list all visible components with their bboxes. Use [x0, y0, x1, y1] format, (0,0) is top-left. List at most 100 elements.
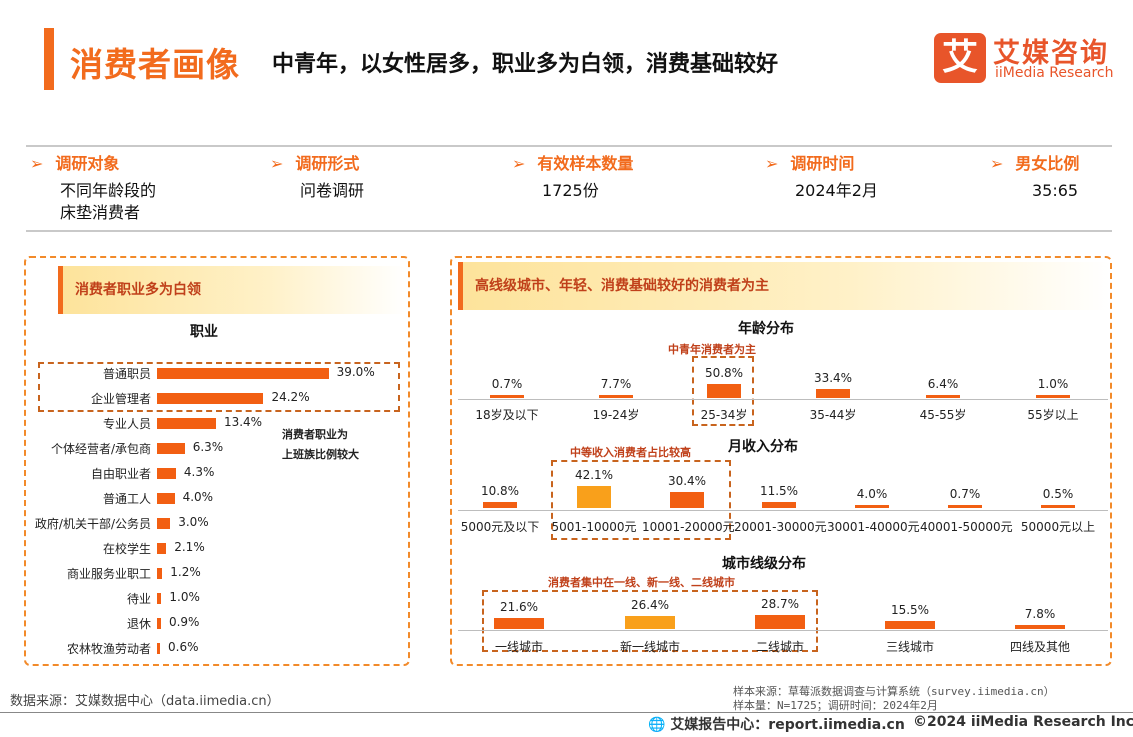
demographics-panel-header: 高线级城市、年轻、消费基础较好的消费者为主	[458, 262, 1110, 310]
occupation-label: 政府/机关干部/公务员	[34, 517, 151, 531]
occupation-bar	[157, 442, 185, 454]
occupation-value-label: 4.3%	[183, 465, 215, 479]
city-bar	[885, 621, 935, 629]
arrow-icon: ➢	[270, 154, 284, 173]
city-bar	[1015, 625, 1065, 629]
age-highlight-box	[692, 356, 754, 426]
occupation-label: 企业管理者	[90, 392, 151, 406]
meta-survey-form: ➢ 调研形式 问卷调研	[270, 154, 365, 200]
age-note: 中青年消费者为主	[668, 343, 756, 356]
income-note: 中等收入消费者占比较高	[570, 446, 691, 459]
income-value-label: 4.0%	[856, 487, 888, 501]
footer-divider	[0, 712, 1133, 713]
age-value-label: 7.7%	[600, 377, 632, 391]
occupation-bar	[157, 542, 167, 554]
occupation-bar	[157, 417, 216, 429]
brand-name-cn: 艾媒咨询	[993, 38, 1109, 69]
income-bar	[670, 492, 704, 508]
occupation-bar	[157, 367, 329, 379]
income-category-label: 40001-50000元	[920, 520, 1013, 534]
occupation-highlight-box	[38, 362, 400, 412]
age-category-label: 45-55岁	[919, 408, 967, 422]
age-bar	[926, 395, 960, 398]
age-bar	[707, 384, 741, 398]
occupation-label: 商业服务业职工	[66, 567, 151, 581]
city-baseline	[458, 630, 1108, 631]
city-value-label: 26.4%	[630, 598, 670, 613]
occupation-chart-title: 职业	[190, 324, 218, 340]
occupation-bar	[157, 642, 160, 654]
income-bar	[762, 501, 796, 508]
occupation-panel-header: 消费者职业多为白领	[58, 266, 406, 314]
income-category-label: 20001-30000元	[734, 520, 827, 534]
occupation-label: 专业人员	[102, 417, 151, 431]
arrow-icon: ➢	[990, 154, 1004, 173]
copyright: ©2024 iiMedia Research Inc	[913, 714, 1133, 730]
income-category-label: 30001-40000元	[827, 520, 920, 534]
occupation-value-label: 6.3%	[192, 440, 224, 454]
city-bar	[625, 616, 675, 629]
age-baseline	[458, 399, 1108, 400]
meta-sample-size: ➢ 有效样本数量 1725份	[512, 154, 634, 200]
city-value-label: 21.6%	[499, 600, 539, 615]
meta-divider	[26, 230, 1112, 232]
occupation-label: 在校学生	[102, 542, 151, 556]
income-highlight-box	[551, 460, 731, 540]
age-value-label: 1.0%	[1037, 377, 1069, 391]
report-center-link[interactable]: 🌐 艾媒报告中心：report.iimedia.cn	[648, 717, 905, 733]
city-value-label: 15.5%	[890, 603, 930, 618]
occupation-value-label: 0.6%	[168, 640, 199, 654]
city-category-label: 四线及其他	[1009, 640, 1070, 654]
data-source: 数据来源：艾媒数据中心（data.iimedia.cn）	[10, 694, 280, 709]
income-bar	[577, 486, 611, 508]
page-title: 消费者画像	[70, 45, 240, 84]
occupation-bar	[157, 617, 161, 629]
city-category-label: 三线城市	[885, 640, 934, 654]
income-value-label: 0.7%	[949, 487, 981, 501]
income-value-label: 10.8%	[480, 484, 520, 499]
income-bar	[1041, 505, 1075, 508]
income-bar	[948, 505, 982, 508]
meta-gender-ratio: ➢ 男女比例 35:65	[990, 154, 1080, 200]
city-bar	[494, 618, 544, 629]
occupation-note: 消费者职业为 上班族比例较大	[282, 428, 359, 461]
age-chart-title: 年龄分布	[738, 321, 794, 337]
income-chart-title: 月收入分布	[728, 439, 798, 455]
occupation-value-label: 2.1%	[174, 540, 205, 554]
title-accent-bar	[44, 28, 54, 90]
income-value-label: 11.5%	[759, 483, 799, 498]
brand-name-en: iiMedia Research	[995, 65, 1114, 81]
age-category-label: 35-44岁	[809, 408, 857, 422]
city-category-label: 一线城市	[494, 640, 543, 654]
city-category-label: 新一线城市	[619, 640, 680, 654]
age-category-label: 25-34岁	[700, 408, 748, 422]
occupation-value-label: 24.2%	[271, 390, 310, 404]
occupation-value-label: 13.4%	[223, 415, 263, 429]
demographics-panel	[450, 256, 1112, 666]
city-chart-title: 城市线级分布	[722, 556, 806, 572]
occupation-bar	[157, 467, 176, 479]
city-bar	[755, 615, 805, 629]
age-value-label: 33.4%	[813, 370, 853, 385]
meta-survey-time: ➢ 调研时间 2024年2月	[765, 154, 878, 200]
page-subtitle: 中青年，以女性居多，职业多为白领，消费基础较好	[272, 52, 779, 77]
income-category-label: 5001-10000元	[551, 520, 637, 534]
income-value-label: 0.5%	[1042, 487, 1074, 501]
meta-survey-target: ➢ 调研对象 不同年龄段的 床垫消费者	[30, 154, 157, 222]
occupation-value-label: 4.0%	[182, 490, 214, 504]
occupation-label: 普通工人	[102, 492, 151, 506]
occupation-bar	[157, 592, 162, 604]
city-highlight-box	[482, 590, 818, 652]
age-bar	[599, 395, 633, 398]
occupation-value-label: 1.0%	[169, 590, 200, 604]
occupation-bar	[157, 492, 175, 504]
sample-size-note: 样本量：N=1725；调研时间：2024年2月	[733, 699, 938, 712]
age-category-label: 19-24岁	[592, 408, 640, 422]
income-bar	[855, 505, 889, 508]
city-note: 消费者集中在一线、新一线、二线城市	[548, 576, 735, 589]
city-value-label: 7.8%	[1024, 607, 1056, 622]
occupation-value-label: 39.0%	[336, 365, 375, 379]
age-value-label: 0.7%	[491, 377, 523, 391]
occupation-value-label: 1.2%	[170, 565, 201, 579]
occupation-label: 退休	[126, 617, 151, 631]
